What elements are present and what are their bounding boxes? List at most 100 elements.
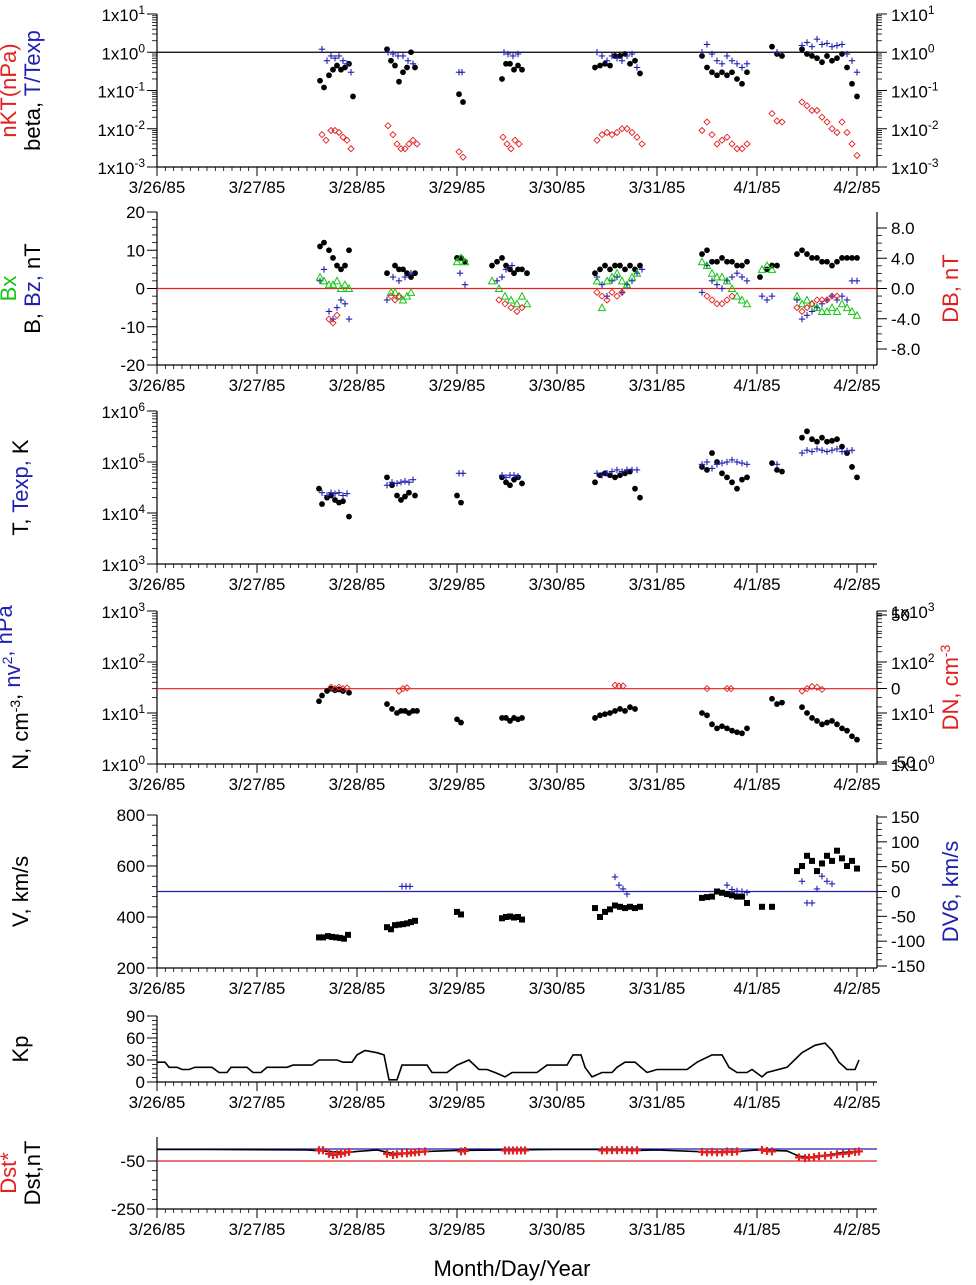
data-point [343,490,351,497]
data-point [319,1146,327,1155]
data-point [697,257,707,266]
data-point [396,921,402,928]
x-tick-label: 3/31/85 [629,979,686,998]
data-point [637,70,643,77]
data-point [404,920,410,927]
data-point [507,303,515,312]
data-point [829,262,835,269]
data-point [336,283,346,292]
right-axis-label: DN, cm-3 [937,644,963,730]
x-tick-label: 4/1/85 [733,376,780,395]
data-point [713,57,721,64]
data-point [402,291,412,300]
data-point [759,903,765,910]
data-point [406,883,414,890]
data-point [407,270,415,277]
data-point [617,53,623,59]
data-point [504,50,512,58]
data-point [743,889,751,896]
data-point [405,479,413,486]
data-point [508,262,516,269]
data-point [344,283,354,292]
data-point [409,60,417,67]
x-tick-label: 4/1/85 [733,178,780,197]
data-point [522,299,532,308]
data-point [597,266,603,273]
data-point [809,436,815,443]
data-point [778,118,786,126]
data-point [515,266,521,273]
y-tick-label: 90 [126,1007,145,1026]
data-point [738,459,746,467]
data-point [458,719,464,726]
data-point [743,461,751,468]
data-point [834,258,840,265]
data-point [729,479,735,486]
data-point [607,62,613,69]
data-point [322,136,330,144]
data-point [384,122,392,130]
data-point [498,472,506,479]
data-point [598,131,606,139]
y-axis-label: T, Texp, K [8,439,33,536]
data-point [828,292,836,300]
data-point [334,62,340,69]
data-point [729,69,735,76]
data-point [703,292,711,300]
data-point [822,306,832,315]
data-point [762,260,772,270]
data-point [458,911,464,918]
data-point [618,289,626,296]
data-point [330,255,336,261]
data-point [699,53,705,59]
data-point [458,69,466,76]
data-point [798,315,806,323]
data-point [819,721,825,728]
data-point [627,262,633,269]
y-tick-label: 1x100 [101,41,145,63]
data-point [384,49,392,56]
series-1-plus [318,445,856,499]
data-point [503,140,511,148]
data-point [518,303,526,312]
data-point [319,276,329,285]
data-point [833,128,841,137]
data-point [829,718,835,724]
data-point [733,270,741,277]
data-point [499,133,507,141]
data-point [809,255,815,261]
data-point [384,474,390,481]
data-point [321,239,327,246]
data-point [633,466,641,474]
data-point [622,266,628,273]
data-point [728,140,736,148]
x-tick-label: 3/29/85 [429,575,486,594]
x-tick-label: 3/26/85 [129,178,186,197]
data-point [704,247,710,254]
data-point [401,273,409,281]
x-tick-label: 4/1/85 [733,1220,780,1239]
data-point [388,479,396,486]
data-point [461,281,469,288]
data-point [340,280,350,289]
data-point [704,64,710,71]
data-point [515,140,523,148]
y-tick-label: 1x10-3 [97,156,145,178]
data-point [315,272,325,281]
data-point [389,131,397,139]
y-axis-label: Kp [8,1036,33,1063]
right-tick-label: 0 [891,883,900,902]
data-point [828,43,836,50]
data-point [333,934,339,941]
data-point [502,474,510,481]
data-point [724,891,730,898]
data-point [384,924,390,931]
data-point [823,448,831,455]
x-tick-label: 3/26/85 [129,376,186,395]
data-point [849,255,855,261]
data-point [598,292,606,300]
y-tick-label-right: 1x103 [891,600,935,622]
data-point [824,852,830,859]
data-point [414,707,420,714]
data-point [852,310,862,319]
